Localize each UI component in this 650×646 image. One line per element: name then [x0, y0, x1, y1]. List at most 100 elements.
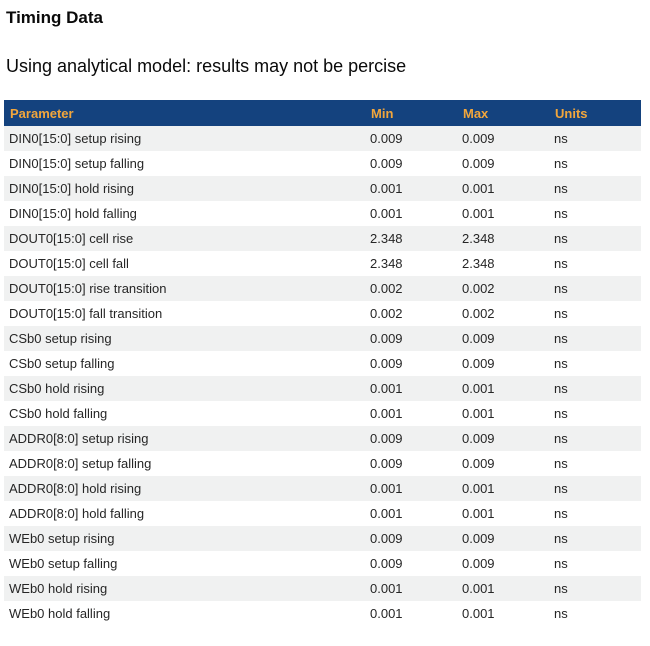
min-cell: 0.009 [370, 456, 403, 472]
units-cell: ns [554, 581, 568, 597]
units-cell: ns [554, 456, 568, 472]
min-cell: 0.009 [370, 131, 403, 147]
max-cell: 0.009 [462, 356, 495, 372]
table-row: ADDR0[8:0] hold falling 0.001 0.001 ns [4, 501, 641, 527]
table-row: DOUT0[15:0] cell fall 2.348 2.348 ns [4, 251, 641, 277]
min-cell: 0.009 [370, 356, 403, 372]
min-cell: 0.001 [370, 406, 403, 422]
min-cell: 0.009 [370, 431, 403, 447]
parameter-cell: DOUT0[15:0] rise transition [9, 281, 167, 297]
min-cell: 0.001 [370, 606, 403, 622]
min-cell: 2.348 [370, 256, 403, 272]
units-cell: ns [554, 256, 568, 272]
table-row: WEb0 hold falling 0.001 0.001 ns [4, 601, 641, 627]
table-row: ADDR0[8:0] setup falling 0.009 0.009 ns [4, 451, 641, 477]
column-header-min: Min [365, 100, 457, 127]
units-cell: ns [554, 306, 568, 322]
parameter-cell: ADDR0[8:0] setup rising [9, 431, 149, 447]
column-header-parameter: Parameter [4, 100, 365, 127]
units-cell: ns [554, 181, 568, 197]
max-cell: 0.009 [462, 131, 495, 147]
units-cell: ns [554, 381, 568, 397]
table-header-row: Parameter Min Max Units [4, 100, 641, 127]
parameter-cell: DOUT0[15:0] fall transition [9, 306, 163, 322]
max-cell: 0.002 [462, 281, 495, 297]
page-title: Timing Data [6, 8, 103, 27]
table-row: DIN0[15:0] setup falling 0.009 0.009 ns [4, 151, 641, 177]
timing-data-table: Parameter Min Max Units DIN0[15:0] setup… [4, 100, 641, 627]
units-cell: ns [554, 356, 568, 372]
parameter-cell: ADDR0[8:0] hold falling [9, 506, 145, 522]
max-cell: 0.001 [462, 506, 495, 522]
parameter-cell: DIN0[15:0] hold falling [9, 206, 137, 222]
parameter-cell: CSb0 hold falling [9, 406, 108, 422]
table-row: WEb0 setup rising 0.009 0.009 ns [4, 526, 641, 552]
units-cell: ns [554, 156, 568, 172]
table-row: DIN0[15:0] setup rising 0.009 0.009 ns [4, 126, 641, 152]
table-row: CSb0 setup falling 0.009 0.009 ns [4, 351, 641, 377]
table-row: CSb0 setup rising 0.009 0.009 ns [4, 326, 641, 352]
min-cell: 0.009 [370, 156, 403, 172]
parameter-cell: DIN0[15:0] hold rising [9, 181, 135, 197]
parameter-cell: DOUT0[15:0] cell rise [9, 231, 134, 247]
max-cell: 0.001 [462, 181, 495, 197]
parameter-cell: ADDR0[8:0] setup falling [9, 456, 152, 472]
min-cell: 0.001 [370, 181, 403, 197]
parameter-cell: CSb0 setup falling [9, 356, 115, 372]
min-cell: 0.001 [370, 506, 403, 522]
units-cell: ns [554, 431, 568, 447]
parameter-cell: ADDR0[8:0] hold rising [9, 481, 142, 497]
table-row: DOUT0[15:0] rise transition 0.002 0.002 ns [4, 276, 641, 302]
parameter-cell: DOUT0[15:0] cell fall [9, 256, 129, 272]
units-cell: ns [554, 506, 568, 522]
units-cell: ns [554, 481, 568, 497]
min-cell: 0.002 [370, 281, 403, 297]
max-cell: 0.001 [462, 481, 495, 497]
max-cell: 0.009 [462, 556, 495, 572]
max-cell: 0.001 [462, 606, 495, 622]
parameter-cell: WEb0 setup rising [9, 531, 115, 547]
units-cell: ns [554, 331, 568, 347]
parameter-cell: WEb0 hold rising [9, 581, 108, 597]
max-cell: 0.001 [462, 406, 495, 422]
max-cell: 0.001 [462, 381, 495, 397]
units-cell: ns [554, 531, 568, 547]
max-cell: 0.009 [462, 331, 495, 347]
min-cell: 0.002 [370, 306, 403, 322]
units-cell: ns [554, 406, 568, 422]
table-row: WEb0 setup falling 0.009 0.009 ns [4, 551, 641, 577]
min-cell: 0.001 [370, 381, 403, 397]
min-cell: 0.001 [370, 481, 403, 497]
min-cell: 0.001 [370, 581, 403, 597]
page-subtitle: Using analytical model: results may not … [6, 55, 407, 76]
table-row: DIN0[15:0] hold rising 0.001 0.001 ns [4, 176, 641, 202]
parameter-cell: DIN0[15:0] setup rising [9, 131, 142, 147]
table-row: DOUT0[15:0] cell rise 2.348 2.348 ns [4, 226, 641, 252]
column-header-max: Max [457, 100, 549, 127]
units-cell: ns [554, 606, 568, 622]
max-cell: 0.009 [462, 531, 495, 547]
max-cell: 0.009 [462, 456, 495, 472]
table-row: WEb0 hold rising 0.001 0.001 ns [4, 576, 641, 602]
units-cell: ns [554, 556, 568, 572]
min-cell: 0.009 [370, 556, 403, 572]
table-row: ADDR0[8:0] hold rising 0.001 0.001 ns [4, 476, 641, 502]
units-cell: ns [554, 206, 568, 222]
parameter-cell: WEb0 hold falling [9, 606, 111, 622]
table-body: DIN0[15:0] setup rising 0.009 0.009 ns DIN0[… [4, 126, 641, 627]
min-cell: 0.001 [370, 206, 403, 222]
column-header-units: Units [549, 100, 641, 127]
table-row: CSb0 hold rising 0.001 0.001 ns [4, 376, 641, 402]
max-cell: 2.348 [462, 256, 495, 272]
max-cell: 0.009 [462, 156, 495, 172]
max-cell: 0.002 [462, 306, 495, 322]
units-cell: ns [554, 281, 568, 297]
parameter-cell: CSb0 setup rising [9, 331, 112, 347]
min-cell: 0.009 [370, 531, 403, 547]
table-row: ADDR0[8:0] setup rising 0.009 0.009 ns [4, 426, 641, 452]
max-cell: 0.009 [462, 431, 495, 447]
max-cell: 0.001 [462, 581, 495, 597]
table-row: CSb0 hold falling 0.001 0.001 ns [4, 401, 641, 427]
table-row: DIN0[15:0] hold falling 0.001 0.001 ns [4, 201, 641, 227]
